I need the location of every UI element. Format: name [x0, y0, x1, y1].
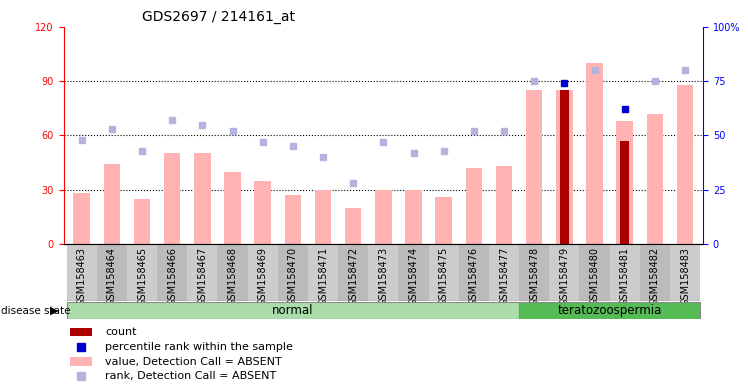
Text: GSM158478: GSM158478: [529, 247, 539, 306]
Text: ▶: ▶: [50, 306, 58, 316]
Bar: [489, 244, 519, 301]
Bar: [375, 190, 392, 244]
Bar: [435, 197, 452, 244]
Text: GSM158480: GSM158480: [589, 247, 599, 306]
Text: GSM158472: GSM158472: [348, 247, 358, 306]
Bar: [560, 90, 569, 244]
Text: disease state: disease state: [1, 306, 71, 316]
Bar: [465, 168, 482, 244]
Text: GSM158469: GSM158469: [257, 247, 268, 306]
Text: rank, Detection Call = ABSENT: rank, Detection Call = ABSENT: [105, 371, 277, 381]
Bar: [70, 358, 92, 366]
Bar: [224, 172, 241, 244]
Bar: [164, 154, 180, 244]
Bar: [677, 85, 693, 244]
Bar: [640, 244, 670, 301]
Text: value, Detection Call = ABSENT: value, Detection Call = ABSENT: [105, 357, 282, 367]
Bar: [616, 121, 633, 244]
Bar: [67, 302, 519, 319]
Bar: [586, 63, 603, 244]
Text: teratozoospermia: teratozoospermia: [557, 304, 662, 317]
Text: GSM158481: GSM158481: [619, 247, 630, 306]
Text: GSM158482: GSM158482: [650, 247, 660, 306]
Bar: [284, 195, 301, 244]
Bar: [134, 199, 150, 244]
Bar: [556, 90, 573, 244]
Bar: [399, 244, 429, 301]
Bar: [459, 244, 489, 301]
Text: GSM158477: GSM158477: [499, 247, 509, 306]
Bar: [187, 244, 218, 301]
Bar: [278, 244, 308, 301]
Bar: [519, 302, 700, 319]
Bar: [368, 244, 399, 301]
Bar: [580, 244, 610, 301]
Bar: [526, 90, 542, 244]
Text: GDS2697 / 214161_at: GDS2697 / 214161_at: [142, 10, 295, 23]
Bar: [549, 244, 580, 301]
Bar: [254, 180, 271, 244]
Bar: [157, 244, 187, 301]
Text: GSM158463: GSM158463: [77, 247, 87, 306]
Bar: [315, 190, 331, 244]
Bar: [70, 328, 92, 336]
Text: count: count: [105, 327, 137, 337]
Bar: [496, 166, 512, 244]
Bar: [429, 244, 459, 301]
Text: GSM158465: GSM158465: [137, 247, 147, 306]
Text: GSM158464: GSM158464: [107, 247, 117, 306]
Bar: [338, 244, 368, 301]
Bar: [519, 244, 549, 301]
Bar: [620, 141, 629, 244]
Bar: [308, 244, 338, 301]
Text: GSM158468: GSM158468: [227, 247, 238, 306]
Text: GSM158471: GSM158471: [318, 247, 328, 306]
Bar: [127, 244, 157, 301]
Text: GSM158479: GSM158479: [560, 247, 569, 306]
Text: GSM158476: GSM158476: [469, 247, 479, 306]
Text: GSM158475: GSM158475: [438, 247, 449, 306]
Bar: [194, 154, 211, 244]
Bar: [218, 244, 248, 301]
Bar: [670, 244, 700, 301]
Bar: [646, 114, 663, 244]
Bar: [248, 244, 278, 301]
Text: GSM158467: GSM158467: [197, 247, 207, 306]
Bar: [345, 208, 361, 244]
Text: normal: normal: [272, 304, 313, 317]
Text: GSM158483: GSM158483: [680, 247, 690, 306]
Bar: [103, 164, 120, 244]
Text: GSM158474: GSM158474: [408, 247, 419, 306]
Text: percentile rank within the sample: percentile rank within the sample: [105, 342, 293, 352]
Bar: [96, 244, 127, 301]
Bar: [610, 244, 640, 301]
Bar: [73, 193, 90, 244]
Text: GSM158470: GSM158470: [288, 247, 298, 306]
Text: GSM158466: GSM158466: [168, 247, 177, 306]
Text: GSM158473: GSM158473: [378, 247, 388, 306]
Bar: [405, 190, 422, 244]
Bar: [67, 244, 96, 301]
